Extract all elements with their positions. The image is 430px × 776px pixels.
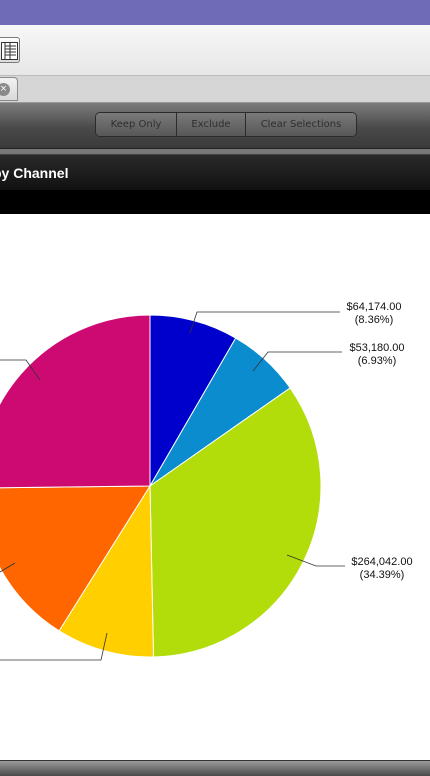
leader-line-slice-1 — [189, 311, 340, 334]
pie-slice-5[interactable] — [0, 485, 151, 632]
data-label-percent: (6.93%) — [358, 355, 397, 367]
pie-slice-3[interactable] — [149, 387, 322, 658]
bottom-bar — [0, 760, 430, 776]
leader-line-slice-2 — [252, 351, 342, 372]
leader-line-slice-6 — [0, 359, 41, 381]
leader-line-slice-5 — [0, 562, 16, 573]
toolbar — [0, 25, 430, 76]
data-label-value: $53,180.00 — [349, 342, 404, 354]
exclude-button[interactable]: Exclude — [177, 113, 246, 136]
pie-chart: $64,174.00 (8.36%) $53,180.00 (6.93%) $2… — [0, 301, 413, 661]
selection-button-group: Keep Only Exclude Clear Selections — [95, 112, 357, 137]
panel-title: by Channel — [0, 165, 69, 181]
tab-strip: × — [0, 76, 430, 103]
keep-only-button[interactable]: Keep Only — [96, 113, 177, 136]
panel-header: by Channel — [0, 154, 430, 214]
data-label-value: $264,042.00 — [351, 556, 412, 568]
data-label-percent: (8.36%) — [355, 314, 394, 326]
pie-slice-6[interactable] — [0, 314, 151, 489]
selection-toolbar: Keep Only Exclude Clear Selections — [0, 103, 430, 149]
clear-selections-button[interactable]: Clear Selections — [246, 113, 356, 136]
close-tab-icon[interactable]: × — [0, 83, 10, 96]
tab-active[interactable]: × — [0, 77, 18, 101]
leader-line-slice-3 — [286, 554, 345, 567]
pie-slice-4[interactable] — [58, 484, 155, 658]
table-layout-button[interactable] — [0, 37, 20, 63]
table-layout-icon — [1, 42, 18, 60]
window-title-bar — [0, 0, 430, 25]
leader-line-slice-4 — [0, 632, 108, 661]
data-label-percent: (34.39%) — [360, 569, 405, 581]
data-label-value: $64,174.00 — [346, 301, 401, 313]
divider — [0, 149, 430, 154]
